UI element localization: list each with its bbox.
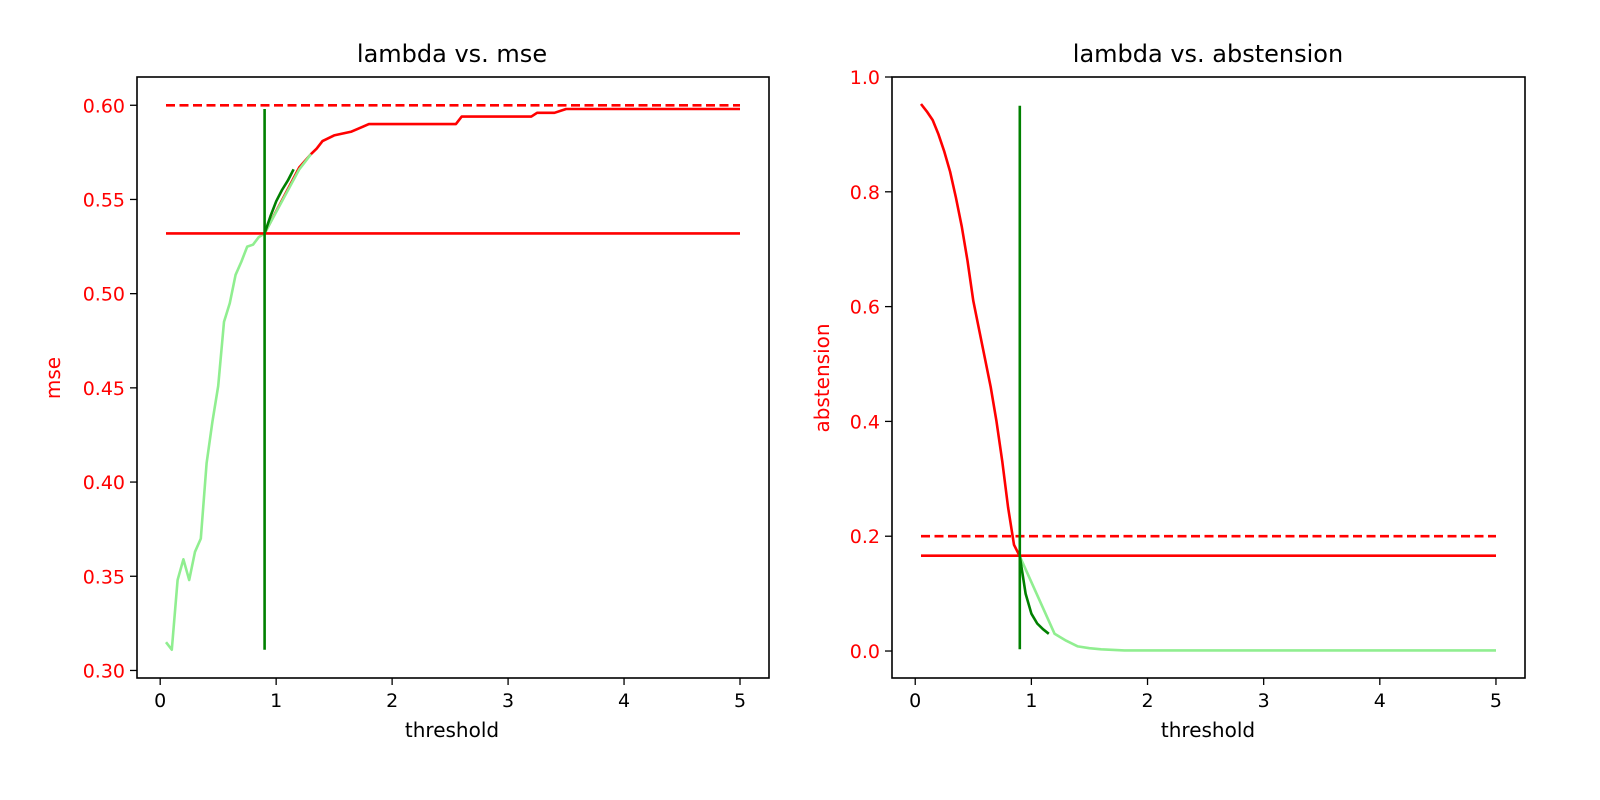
series-line-2	[263, 168, 295, 234]
y-tick-label: 0.50	[83, 284, 125, 306]
chart-title: lambda vs. mse	[357, 40, 547, 68]
series-line-1	[1018, 555, 1496, 652]
plot-area	[164, 104, 740, 652]
series-line-0	[919, 103, 1021, 557]
series-line-0	[263, 107, 740, 235]
y-tick-label: 0.6	[850, 297, 880, 319]
x-tick-label: 1	[1025, 690, 1037, 712]
x-tick-label: 3	[502, 690, 514, 712]
y-tick-label: 0.0	[850, 641, 880, 663]
x-axis-label: threshold	[1161, 718, 1255, 742]
x-tick-label: 0	[154, 690, 166, 712]
plot-area	[919, 103, 1496, 652]
y-tick-label: 1.0	[850, 67, 880, 89]
x-tick-label: 5	[734, 690, 746, 712]
x-tick-label: 2	[386, 690, 398, 712]
axes-frame	[136, 76, 770, 679]
x-tick-label: 4	[1374, 690, 1386, 712]
x-tick-label: 3	[1258, 690, 1270, 712]
x-tick-label: 5	[1490, 690, 1502, 712]
axes-frame	[891, 76, 1526, 679]
y-tick-label: 0.30	[83, 660, 125, 682]
y-tick-label: 0.55	[83, 189, 125, 211]
x-tick-label: 4	[618, 690, 630, 712]
chart-abstension: lambda vs. abstension threshold abstensi…	[810, 40, 1526, 742]
y-tick-label: 0.8	[850, 182, 880, 204]
y-tick-label: 0.45	[83, 378, 125, 400]
axes: 0 1 2 3 4 5 0.30 0.35 0.40 0.45 0.50 0.55 0.60	[83, 95, 746, 712]
x-tick-label: 2	[1141, 690, 1153, 712]
x-tick-label: 0	[909, 690, 921, 712]
y-tick-label: 0.2	[850, 526, 880, 548]
series-line-2	[1018, 556, 1050, 635]
y-tick-label: 0.35	[83, 566, 125, 588]
y-axis-label: mse	[41, 357, 65, 399]
series-line-1	[164, 153, 312, 652]
y-tick-label: 0.40	[83, 472, 125, 494]
y-tick-label: 0.4	[850, 411, 880, 433]
chart-mse: lambda vs. mse threshold mse 0 1 2 3 4 50.300…	[41, 40, 770, 742]
y-tick-label: 0.60	[83, 95, 125, 117]
y-axis-label: abstension	[810, 323, 834, 432]
axes: 0 1 2 3 4 5 0.0 0.2 0.4 0.6 0.8 1.0	[850, 67, 1502, 712]
x-axis-label: threshold	[405, 718, 499, 742]
chart-title: lambda vs. abstension	[1073, 40, 1343, 68]
x-tick-label: 1	[270, 690, 282, 712]
